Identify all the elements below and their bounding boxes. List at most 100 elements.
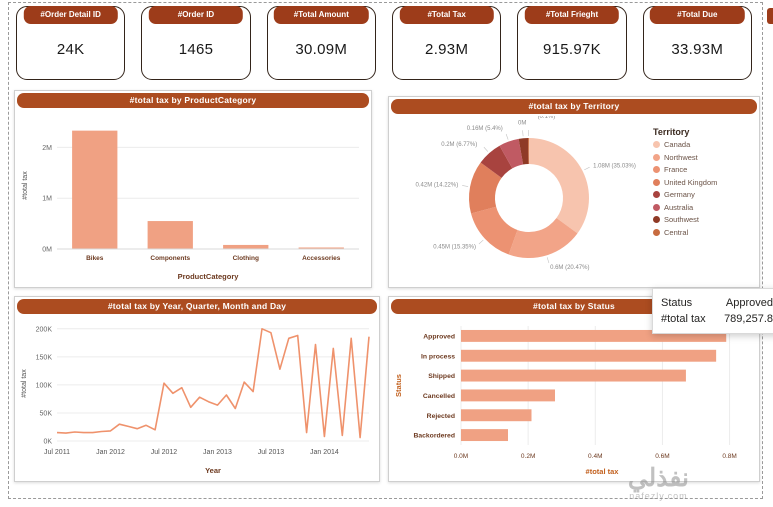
- svg-text:Year: Year: [205, 466, 221, 475]
- kpi-title: #Order ID: [148, 6, 244, 24]
- status-hbar-chart[interactable]: 0.0M 0.2M 0.4M 0.6M 0.8M Approved In process Sh…: [389, 316, 759, 481]
- legend-color-dot: [653, 178, 660, 186]
- svg-text:0.45M (15.35%): 0.45M (15.35%): [433, 245, 476, 251]
- svg-text:0.6M: 0.6M: [655, 453, 669, 460]
- svg-text:0M: 0M: [518, 120, 526, 126]
- svg-text:Jul 2013: Jul 2013: [258, 449, 285, 456]
- kpi-card-order-detail-id[interactable]: #Order Detail ID 24K: [16, 6, 126, 80]
- kpi-card-total-due[interactable]: #Total Due 33.93M: [642, 6, 752, 80]
- svg-text:200K: 200K: [36, 326, 53, 333]
- legend-color-dot: [653, 216, 660, 223]
- legend-label: France: [664, 165, 688, 174]
- svg-text:0.2M (6.77%): 0.2M (6.77%): [441, 142, 477, 148]
- legend-color-dot: [653, 141, 660, 148]
- kpi-card-total-amount[interactable]: #Total Amount 30.09M: [266, 6, 376, 80]
- svg-text:50K: 50K: [40, 410, 53, 417]
- legend-label: Northwest: [664, 152, 698, 162]
- kpi-title: #Total Tax: [399, 6, 494, 24]
- product-category-bar-chart[interactable]: 0M 1M 2M Bikes Components Clothing Accessories…: [15, 110, 371, 287]
- legend-label: Germany: [664, 190, 695, 199]
- kpi-card-total-freight[interactable]: #Total Frieght 915.97K: [517, 6, 627, 80]
- svg-text:ProductCategory: ProductCategory: [178, 272, 240, 281]
- legend-label: Central: [664, 227, 689, 237]
- svg-text:Components: Components: [150, 255, 190, 262]
- legend-title: Territory: [653, 127, 690, 137]
- panel-title: #total tax by ProductCategory: [17, 93, 369, 108]
- legend-item-central[interactable]: Central: [653, 228, 753, 237]
- legend-item-northwest[interactable]: Northwest: [653, 153, 753, 162]
- svg-text:Jul 2011: Jul 2011: [44, 449, 70, 456]
- legend-label: United Kingdom: [664, 177, 718, 187]
- territory-donut-panel[interactable]: #total tax by Territory 1.08M (35.03%) 0.…: [388, 96, 760, 288]
- year-line-panel[interactable]: #total tax by Year, Quarter, Month and D…: [14, 296, 380, 482]
- svg-text:0K: 0K: [43, 439, 52, 446]
- legend-item-southwest[interactable]: Southwest: [653, 215, 753, 224]
- kpi-value: 33.93M: [671, 40, 724, 58]
- svg-text:1.08M (35.03%): 1.08M (35.03%): [593, 163, 636, 169]
- legend-item-france[interactable]: France: [653, 165, 753, 174]
- svg-text:Shipped: Shipped: [428, 373, 455, 380]
- kpi-title: #Order Detail ID: [23, 6, 118, 24]
- legend-color-dot: [653, 166, 660, 173]
- kpi-value: 30.09M: [295, 40, 348, 58]
- tooltip-status-label: Status: [661, 297, 693, 309]
- kpi-title: #Total Frieght: [524, 6, 620, 24]
- legend-color-dot: [653, 153, 660, 161]
- svg-text:0.16M (5.4%): 0.16M (5.4%): [467, 126, 503, 132]
- legend-item-australia[interactable]: Australia: [653, 203, 753, 212]
- kpi-value: 1465: [178, 40, 214, 58]
- tooltip-tax-value: 789,257.8: [724, 313, 773, 325]
- cut-off-card-header: [767, 8, 773, 24]
- svg-text:In process: In process: [421, 353, 455, 360]
- svg-text:#total tax: #total tax: [21, 369, 28, 398]
- svg-text:Jan 2014: Jan 2014: [310, 449, 339, 456]
- svg-text:0.6M (20.47%): 0.6M (20.47%): [550, 265, 589, 271]
- legend-item-united-kingdom[interactable]: United Kingdom: [653, 178, 753, 187]
- svg-text:2M: 2M: [42, 145, 52, 152]
- svg-text:Bikes: Bikes: [86, 255, 104, 262]
- kpi-card-order-id[interactable]: #Order ID 1465: [141, 6, 251, 80]
- legend-color-dot: [653, 228, 660, 236]
- year-line-chart[interactable]: 0K 50K 100K 150K 200K Jul 2011 Jan 2012 Jul 201…: [15, 316, 379, 481]
- svg-text:Rejected: Rejected: [427, 413, 455, 420]
- tooltip: Status Approved #total tax 789,257.8: [652, 288, 773, 334]
- watermark-url: nafezly.com: [629, 491, 688, 501]
- svg-text:0.4M: 0.4M: [588, 453, 602, 460]
- svg-text:Status: Status: [394, 374, 403, 397]
- product-category-bar-panel[interactable]: #total tax by ProductCategory 0M 1M 2M Bike…: [14, 90, 372, 288]
- svg-text:Clothing: Clothing: [233, 255, 259, 262]
- tooltip-status-value: Approved: [725, 297, 773, 309]
- svg-text:Jan 2013: Jan 2013: [203, 449, 232, 456]
- kpi-title: #Total Due: [650, 6, 745, 24]
- tooltip-tax-label: #total tax: [661, 313, 706, 325]
- svg-text:100K: 100K: [36, 382, 53, 389]
- svg-text:Jan 2012: Jan 2012: [96, 449, 125, 456]
- svg-text:(0.1%): (0.1%): [538, 116, 556, 120]
- kpi-card-total-tax[interactable]: #Total Tax 2.93M: [391, 6, 502, 80]
- svg-text:0.0M: 0.0M: [454, 453, 468, 460]
- kpi-row: #Order Detail ID 24K #Order ID 1465 #Tot…: [16, 6, 752, 80]
- legend-label: Southwest: [664, 215, 700, 224]
- kpi-value: 24K: [56, 40, 85, 58]
- legend-item-germany[interactable]: Germany: [653, 190, 753, 199]
- panel-title: #total tax by Year, Quarter, Month and D…: [17, 299, 377, 314]
- svg-text:150K: 150K: [36, 354, 53, 361]
- kpi-value: 2.93M: [425, 40, 469, 58]
- svg-text:Approved: Approved: [423, 333, 455, 340]
- svg-text:Cancelled: Cancelled: [423, 393, 455, 400]
- kpi-title: #Total Amount: [274, 6, 369, 24]
- legend-color-dot: [653, 191, 660, 198]
- legend-color-dot: [653, 203, 660, 211]
- svg-text:Jul 2012: Jul 2012: [151, 449, 178, 456]
- next-page-sliver: [767, 0, 773, 507]
- territory-legend: Territory Canada Northwest France United Ki…: [653, 127, 753, 240]
- legend-item-canada[interactable]: Canada: [653, 140, 753, 149]
- legend-label: Canada: [664, 140, 691, 149]
- svg-text:0.8M: 0.8M: [722, 453, 736, 460]
- territory-donut-chart[interactable]: 1.08M (35.03%) 0.6M (20.47%) 0.45M (15.35%…: [389, 114, 759, 287]
- svg-text:0M: 0M: [42, 247, 52, 254]
- legend-label: Australia: [664, 202, 694, 212]
- panel-title: #total tax by Territory: [391, 99, 757, 114]
- svg-text:#total tax: #total tax: [22, 171, 29, 200]
- svg-text:Backordered: Backordered: [413, 433, 455, 440]
